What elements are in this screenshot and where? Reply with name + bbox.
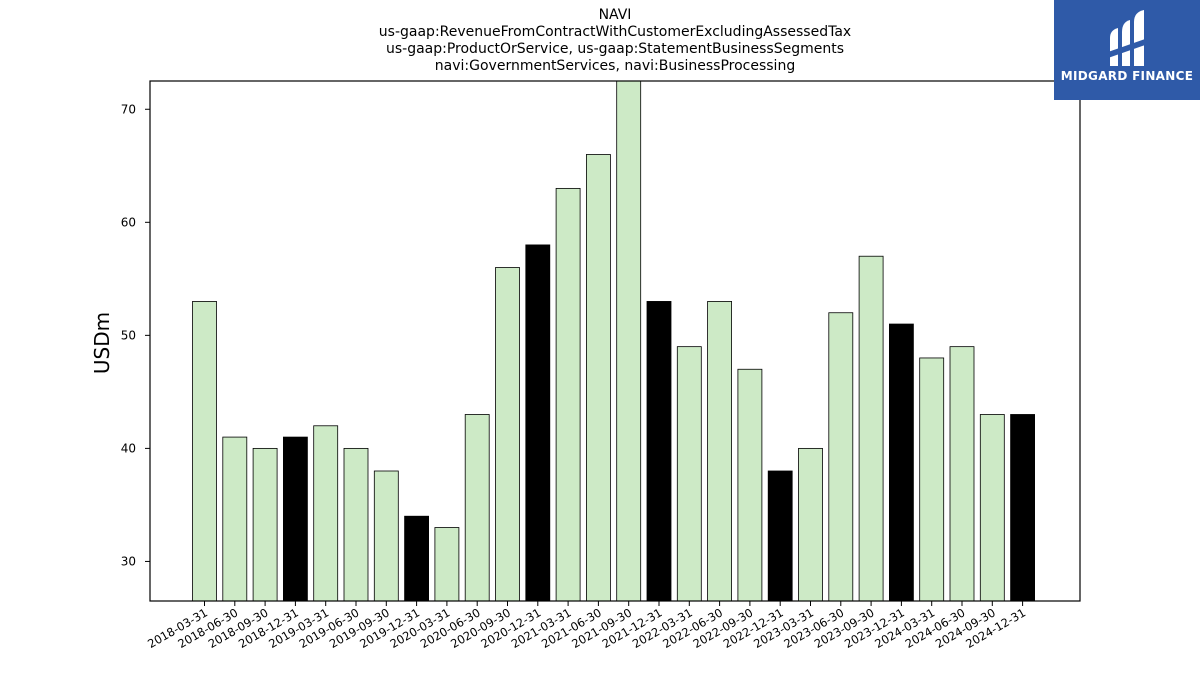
bar-2023-03-31: [798, 447, 823, 602]
bar-2023-06-30: [828, 312, 854, 602]
bar-2022-12-31: [767, 470, 793, 602]
bar-2018-09-30: [252, 447, 278, 602]
bar-2022-06-30: [707, 301, 732, 602]
logo-mark-icon: [1108, 10, 1148, 66]
bar-2018-06-30: [222, 436, 248, 602]
plot-frame: [149, 80, 1081, 602]
bars-group: [192, 80, 1035, 602]
bar-2021-12-31: [646, 301, 672, 602]
bar-2019-03-31: [313, 425, 339, 602]
bar-2020-06-30: [464, 414, 490, 602]
bar-2023-09-30: [858, 255, 884, 602]
chart-title-line-3: us-gaap:ProductOrService, us-gaap:Statem…: [385, 41, 844, 57]
bar-2022-03-31: [676, 346, 702, 602]
chart-title-line-2: us-gaap:RevenueFromContractWithCustomerE…: [378, 24, 852, 40]
y-tick-label-70: 70: [121, 102, 136, 116]
bar-2020-12-31: [525, 244, 551, 602]
y-axis-label: USDm: [90, 312, 114, 374]
y-tick-label-60: 60: [121, 215, 136, 229]
bar-2019-06-30: [343, 447, 369, 602]
bar-2024-09-30: [979, 414, 1005, 602]
chart-title-line-4: navi:GovernmentServices, navi:BusinessPr…: [434, 58, 796, 74]
bar-2021-09-30: [616, 80, 642, 602]
bar-2024-06-30: [949, 346, 975, 602]
y-axis: 30 40 50 60 70: [121, 102, 150, 568]
bar-2022-09-30: [737, 368, 763, 602]
y-tick-label-40: 40: [121, 441, 136, 455]
bar-2021-03-31: [555, 187, 581, 602]
y-tick-label-30: 30: [121, 554, 136, 568]
bar-2019-09-30: [373, 470, 399, 602]
bar-2019-12-31: [404, 515, 430, 602]
bar-2020-09-30: [495, 267, 520, 602]
bar-2023-12-31: [889, 323, 914, 602]
bar-2018-12-31: [282, 436, 308, 602]
chart-title-line-1: NAVI: [598, 7, 632, 23]
x-axis: 2018-03-312018-06-302018-09-302018-12-31…: [145, 601, 1028, 651]
bar-2024-03-31: [919, 357, 945, 602]
y-tick-label-50: 50: [121, 328, 136, 342]
bar-2024-12-31: [1010, 414, 1035, 602]
brand-logo: MIDGARD FINANCE: [1054, 0, 1200, 100]
bar-2018-03-31: [192, 301, 217, 602]
bar-2020-03-31: [434, 527, 460, 602]
bar-2021-06-30: [586, 154, 611, 602]
logo-text: MIDGARD FINANCE: [1060, 69, 1194, 83]
